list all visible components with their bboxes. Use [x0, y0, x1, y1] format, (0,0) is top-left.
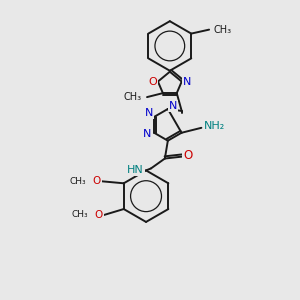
Text: O: O: [93, 176, 101, 186]
Text: CH₃: CH₃: [124, 92, 142, 102]
Text: O: O: [183, 149, 192, 162]
Text: HN: HN: [127, 165, 144, 176]
Text: CH₃: CH₃: [71, 211, 88, 220]
Text: CH₃: CH₃: [213, 25, 231, 34]
Text: O: O: [148, 76, 157, 86]
Text: N: N: [182, 76, 191, 86]
Text: O: O: [95, 210, 103, 220]
Text: CH₃: CH₃: [70, 177, 86, 186]
Text: N: N: [143, 129, 152, 139]
Text: N: N: [169, 101, 177, 111]
Text: NH₂: NH₂: [204, 121, 226, 131]
Text: N: N: [145, 108, 153, 118]
